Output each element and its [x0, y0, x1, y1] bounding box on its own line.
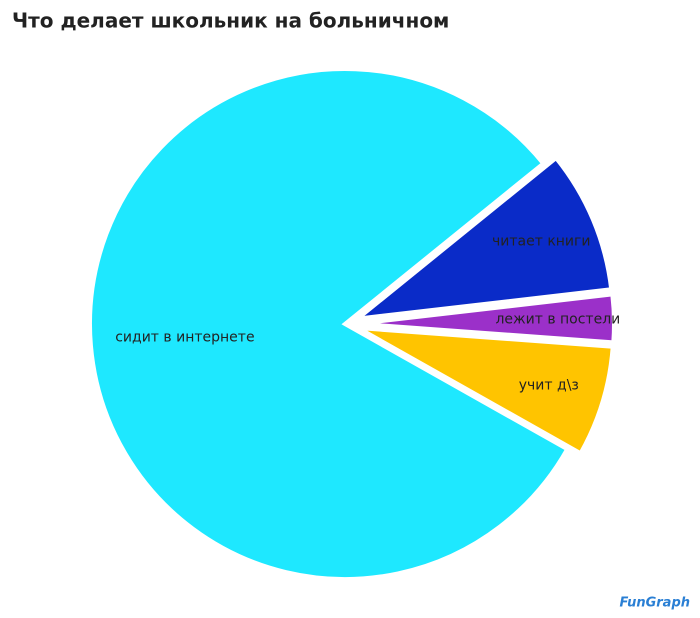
pie-slice [351, 155, 614, 322]
pie-slice [358, 292, 616, 345]
chart-title: Что делает школьник на больничном [12, 9, 449, 33]
slice-label: учит д\з [519, 378, 579, 394]
slice-label: лежит в постели [495, 312, 620, 328]
pie-slice [88, 67, 570, 581]
slice-label: читает книги [492, 233, 591, 249]
watermark: FunGraph [619, 596, 690, 611]
pie-slice [357, 326, 615, 456]
slice-label: сидит в интернете [115, 329, 254, 345]
